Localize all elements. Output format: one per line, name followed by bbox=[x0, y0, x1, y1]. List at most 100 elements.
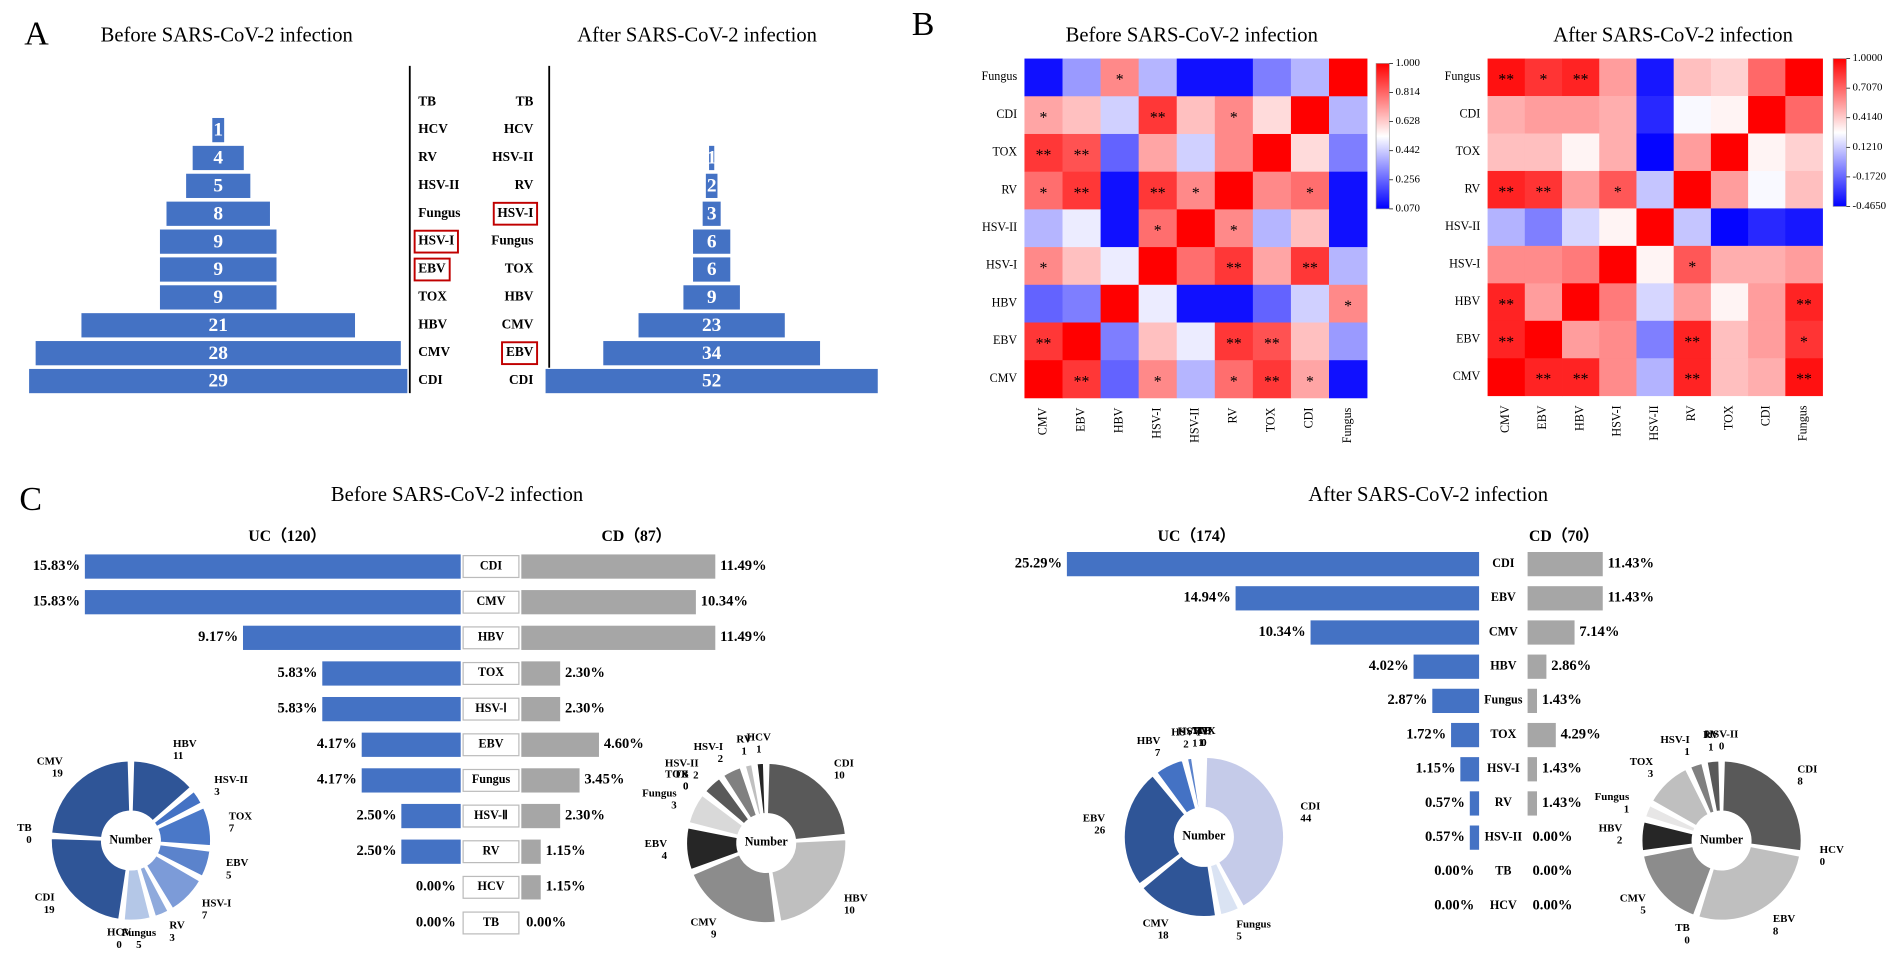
slice-name: TOX bbox=[229, 810, 253, 822]
heat-cell bbox=[1487, 58, 1526, 97]
heat-cell bbox=[1636, 358, 1675, 397]
significance: ** bbox=[1796, 371, 1812, 388]
donut-slice bbox=[1203, 755, 1285, 908]
donut-slice bbox=[144, 853, 202, 911]
slice-value: 2 bbox=[693, 770, 698, 782]
category-label: Fungus bbox=[1484, 693, 1523, 707]
donut-slice bbox=[50, 837, 128, 921]
heat-cell bbox=[1748, 96, 1786, 134]
heat-cell bbox=[1673, 283, 1712, 322]
slice-value: 0 bbox=[1820, 856, 1826, 868]
colorbar bbox=[1832, 58, 1847, 207]
slice-name: TB bbox=[17, 822, 32, 834]
chart-title: After SARS-CoV-2 infection bbox=[577, 24, 817, 46]
value-label: 14.94% bbox=[1184, 590, 1231, 606]
donut-slice bbox=[685, 826, 740, 872]
bar bbox=[521, 732, 599, 757]
heat-cell bbox=[1024, 133, 1063, 173]
value-label: 2.30% bbox=[565, 665, 605, 681]
significance: * bbox=[1614, 184, 1622, 201]
heat-cell bbox=[1024, 171, 1063, 210]
value-label: 0.00% bbox=[1434, 897, 1474, 913]
slice-name: HCV bbox=[1820, 844, 1844, 856]
bar bbox=[165, 200, 272, 228]
column-label: RV bbox=[1226, 407, 1240, 423]
slice-name: HSV-II bbox=[1705, 729, 1739, 741]
bar-label: 9 bbox=[213, 231, 223, 252]
slice-value: 0 bbox=[683, 781, 689, 793]
significance: ** bbox=[1573, 72, 1589, 89]
donut-slice bbox=[755, 762, 767, 816]
heat-cell bbox=[1138, 209, 1178, 248]
slice-name: EBV bbox=[1083, 812, 1106, 824]
heat-cell bbox=[1062, 360, 1101, 399]
slice-value: 4 bbox=[662, 850, 668, 862]
heat-cell bbox=[1748, 133, 1786, 172]
category-label: CMV bbox=[1489, 624, 1518, 638]
panel-label: A bbox=[24, 16, 49, 53]
row-label: HBV bbox=[1455, 294, 1481, 308]
bar bbox=[1235, 586, 1480, 611]
slice-name: EBV bbox=[1773, 913, 1796, 925]
donut-slice bbox=[122, 867, 152, 922]
value-label: 3.45% bbox=[584, 772, 624, 788]
heat-cell bbox=[1599, 245, 1637, 284]
heat-cell bbox=[1024, 322, 1063, 361]
category-label: CMV bbox=[502, 316, 534, 331]
significance: * bbox=[1040, 109, 1048, 126]
bar bbox=[1527, 688, 1537, 714]
significance: ** bbox=[1036, 147, 1052, 164]
significance: * bbox=[1116, 72, 1124, 89]
value-label: 4.60% bbox=[604, 736, 644, 752]
label-box bbox=[462, 911, 520, 935]
heat-cell bbox=[1214, 58, 1254, 97]
bar bbox=[1469, 791, 1480, 816]
slice-name: HCV bbox=[107, 927, 131, 939]
heat-cell bbox=[1062, 284, 1101, 323]
value-label: 1.72% bbox=[1406, 726, 1446, 742]
slice-value: 11 bbox=[173, 750, 183, 762]
heat-cell bbox=[1785, 170, 1823, 209]
significance: ** bbox=[1226, 336, 1242, 353]
donut-slice bbox=[1200, 755, 1204, 809]
row-label: CMV bbox=[1453, 369, 1481, 383]
bar bbox=[1527, 722, 1556, 748]
slice-value: 0 bbox=[26, 834, 32, 846]
category-label: HSV-II bbox=[492, 149, 533, 164]
category-label: HSV-Ⅱ bbox=[474, 808, 508, 822]
row-label: RV bbox=[1464, 181, 1480, 195]
bar bbox=[682, 284, 742, 311]
category-label: CDI bbox=[418, 372, 442, 387]
value-label: 0.00% bbox=[416, 914, 456, 930]
value-label: 4.17% bbox=[317, 772, 357, 788]
category-label: HSV-I bbox=[1487, 761, 1520, 775]
column-label: CDI bbox=[1302, 408, 1316, 429]
highlight-box bbox=[413, 229, 459, 254]
category-label: HCV bbox=[1490, 898, 1517, 912]
bar bbox=[1527, 791, 1537, 816]
category-label: HSV-II bbox=[1485, 829, 1523, 843]
heat-cell bbox=[1710, 320, 1749, 359]
heat-cell bbox=[1138, 133, 1178, 173]
chart-title: Before SARS-CoV-2 infection bbox=[1066, 24, 1318, 46]
chart-title: After SARS-CoV-2 infection bbox=[1553, 24, 1793, 46]
heat-cell bbox=[1252, 322, 1292, 361]
significance: ** bbox=[1150, 109, 1166, 126]
heat-cell bbox=[1748, 208, 1786, 247]
heat-cell bbox=[1062, 209, 1101, 248]
heat-cell bbox=[1710, 58, 1749, 97]
slice-value: 3 bbox=[1648, 768, 1654, 780]
heat-cell bbox=[1487, 283, 1526, 322]
panel-label: B bbox=[912, 6, 935, 43]
bar bbox=[602, 339, 822, 367]
heat-cell bbox=[1138, 171, 1178, 210]
label-box bbox=[462, 875, 520, 899]
slice-name: HSV-II bbox=[214, 774, 248, 786]
center-label: Number bbox=[109, 832, 153, 846]
heat-cell bbox=[1599, 96, 1637, 134]
heat-cell bbox=[1785, 320, 1823, 359]
significance: * bbox=[1154, 373, 1162, 390]
bar bbox=[184, 172, 252, 200]
panel-label: C bbox=[19, 481, 42, 518]
slice-name: HBV bbox=[844, 892, 868, 904]
